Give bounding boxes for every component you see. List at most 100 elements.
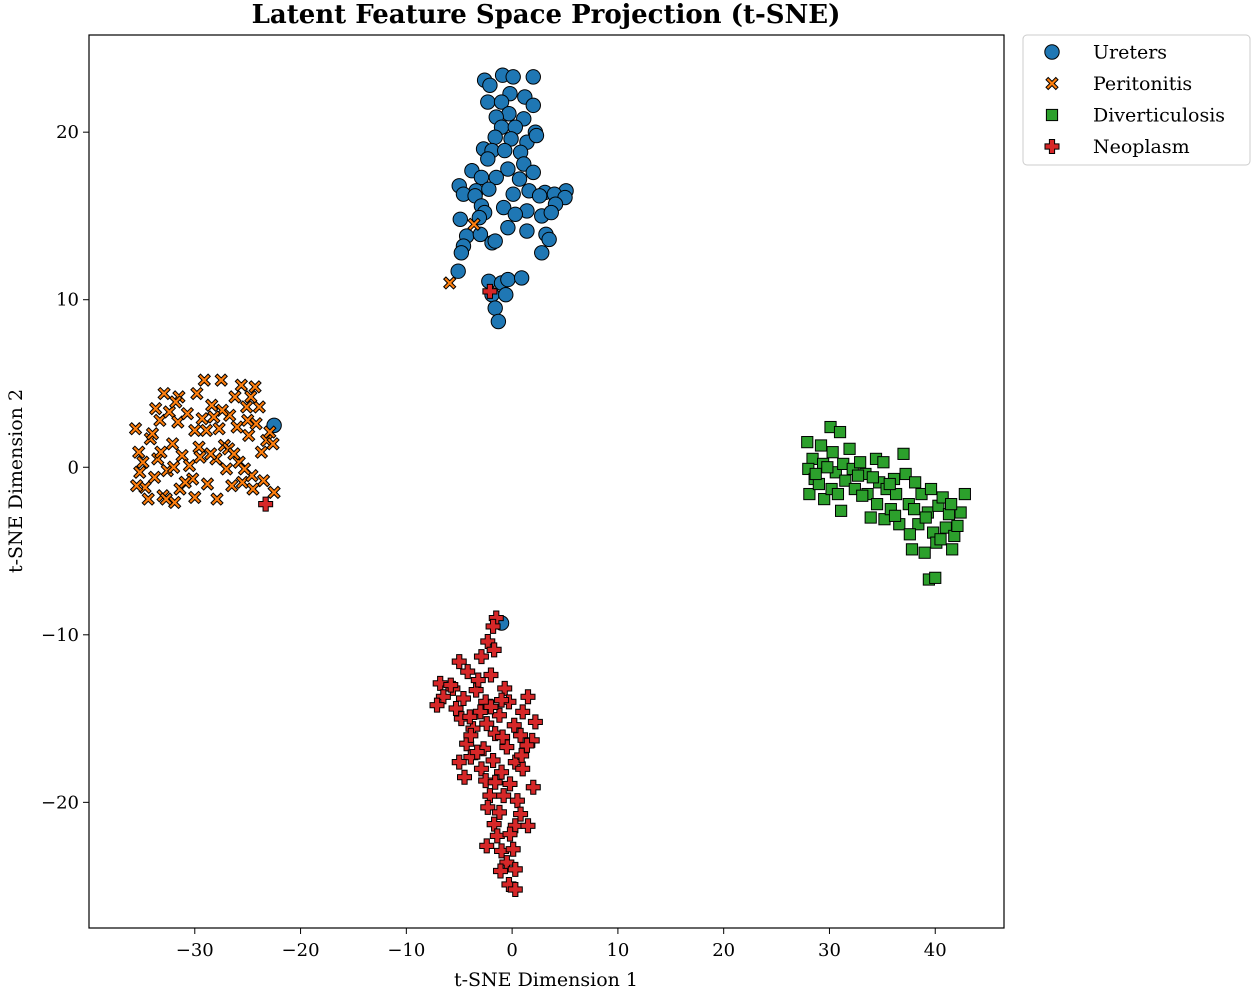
data-point bbox=[212, 422, 226, 436]
data-point bbox=[543, 204, 559, 221]
data-point bbox=[248, 380, 262, 394]
data-point bbox=[234, 378, 249, 392]
data-point bbox=[494, 764, 510, 780]
data-point bbox=[450, 263, 466, 279]
legend-entry-neoplasm: Neoplasm bbox=[1044, 136, 1190, 158]
data-point bbox=[227, 447, 241, 461]
data-point bbox=[470, 672, 486, 688]
series-diverticulosis bbox=[801, 420, 971, 586]
legend-entry-ureters: Ureters bbox=[1044, 42, 1167, 64]
data-point bbox=[263, 425, 277, 439]
data-point bbox=[945, 498, 958, 511]
data-point bbox=[147, 470, 162, 485]
data-point bbox=[230, 420, 244, 434]
data-point bbox=[254, 445, 269, 459]
data-point bbox=[166, 460, 181, 474]
data-point bbox=[502, 826, 518, 842]
data-point bbox=[883, 477, 896, 491]
legend-entry-diverticulosis: Diverticulosis bbox=[1045, 105, 1225, 127]
data-point bbox=[495, 729, 511, 745]
data-point bbox=[500, 271, 516, 288]
y-tick-label: 10 bbox=[56, 290, 79, 311]
data-point bbox=[141, 492, 155, 506]
legend-entry-peritonitis: Peritonitis bbox=[1045, 73, 1192, 95]
series-ureters bbox=[266, 67, 574, 631]
data-point bbox=[457, 769, 473, 785]
data-point bbox=[482, 283, 498, 299]
data-point bbox=[483, 699, 499, 715]
data-point bbox=[178, 475, 192, 490]
y-tick-label: 0 bbox=[68, 457, 79, 478]
data-point bbox=[455, 690, 471, 706]
data-point bbox=[958, 487, 971, 501]
data-point bbox=[877, 456, 890, 469]
data-point bbox=[197, 373, 212, 387]
data-point bbox=[897, 447, 910, 460]
data-point bbox=[801, 436, 814, 449]
data-point bbox=[486, 642, 502, 658]
data-point bbox=[806, 452, 819, 465]
data-point bbox=[210, 492, 224, 506]
data-point bbox=[480, 151, 496, 167]
data-point bbox=[443, 677, 459, 693]
data-point bbox=[157, 386, 171, 401]
data-point bbox=[258, 496, 274, 512]
data-point bbox=[225, 478, 239, 493]
legend-label: Diverticulosis bbox=[1093, 105, 1225, 127]
data-point bbox=[511, 171, 528, 187]
x-tick-label: −30 bbox=[176, 940, 214, 961]
data-point bbox=[534, 245, 550, 261]
y-axis-ticks: −20 −10 0 10 20 bbox=[41, 122, 89, 813]
data-point bbox=[190, 386, 204, 401]
data-point bbox=[496, 788, 512, 804]
data-point bbox=[519, 737, 535, 753]
x-tick-label: −10 bbox=[387, 940, 425, 961]
data-point bbox=[240, 413, 255, 428]
legend-label: Ureters bbox=[1093, 42, 1167, 64]
data-point bbox=[485, 752, 501, 768]
data-point bbox=[525, 779, 541, 795]
data-point bbox=[451, 754, 467, 770]
data-point bbox=[948, 529, 961, 543]
data-point bbox=[507, 861, 523, 877]
data-point bbox=[934, 533, 947, 546]
x-tick-label: 30 bbox=[818, 940, 841, 961]
data-point bbox=[145, 427, 160, 441]
data-point bbox=[856, 489, 869, 502]
data-point bbox=[482, 77, 498, 93]
data-point bbox=[505, 69, 521, 85]
data-point bbox=[128, 422, 143, 436]
data-point bbox=[193, 450, 207, 464]
data-point bbox=[479, 838, 495, 854]
data-point bbox=[129, 478, 144, 493]
data-point bbox=[501, 106, 517, 122]
data-point bbox=[467, 217, 481, 232]
data-point bbox=[473, 649, 489, 665]
x-axis-label: t-SNE Dimension 1 bbox=[454, 969, 638, 989]
data-point bbox=[843, 442, 856, 455]
data-point bbox=[814, 439, 828, 452]
data-point bbox=[443, 276, 457, 290]
y-axis-label: t-SNE Dimension 2 bbox=[5, 389, 27, 573]
data-point bbox=[812, 477, 825, 491]
data-point bbox=[483, 667, 499, 683]
data-point bbox=[169, 395, 183, 409]
data-point bbox=[524, 732, 540, 748]
data-point bbox=[514, 747, 530, 763]
data-point bbox=[803, 487, 816, 501]
data-point bbox=[487, 233, 503, 249]
data-point bbox=[848, 482, 861, 496]
data-point bbox=[490, 313, 507, 330]
data-point bbox=[480, 94, 496, 110]
data-point bbox=[888, 509, 902, 522]
data-point bbox=[188, 423, 202, 438]
data-point bbox=[903, 528, 916, 541]
data-point bbox=[509, 793, 525, 809]
data-point bbox=[520, 689, 536, 705]
data-point bbox=[502, 776, 518, 792]
data-point bbox=[942, 508, 956, 521]
data-point bbox=[487, 129, 503, 145]
data-point bbox=[256, 473, 271, 488]
data-point bbox=[809, 467, 822, 481]
